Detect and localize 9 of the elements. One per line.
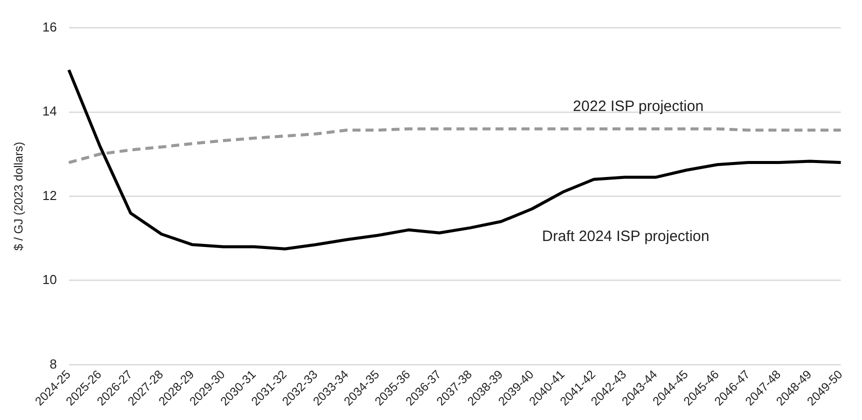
series-label: Draft 2024 ISP projection [542,228,710,246]
y-tick-label: 16 [42,19,57,34]
y-tick-label: 10 [42,272,57,288]
line-series [67,127,842,164]
y-axis-title: $ / GJ (2023 dollars) [12,142,26,251]
y-tick-label: 14 [42,104,57,119]
y-tick-label: 8 [50,356,57,372]
series-label: 2022 ISP projection [572,98,704,116]
y-tick-label: 12 [42,188,57,203]
